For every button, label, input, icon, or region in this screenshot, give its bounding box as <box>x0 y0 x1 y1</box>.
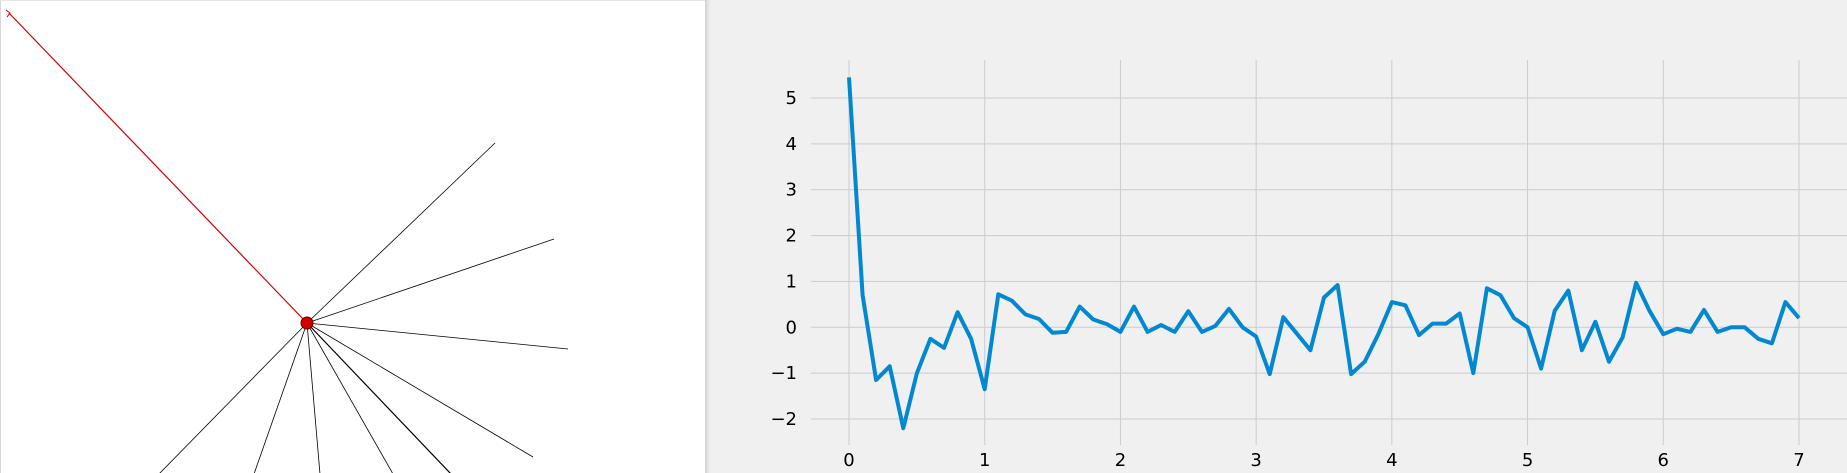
x-tick-label: 6 <box>1658 450 1669 471</box>
ray <box>306 322 393 473</box>
series-line <box>847 77 1801 431</box>
ray <box>253 322 308 473</box>
tether-end-icon <box>5 9 11 18</box>
y-tick-label: 1 <box>786 271 797 292</box>
y-tick-label: 4 <box>786 134 797 155</box>
chart-series <box>847 77 1801 431</box>
plot-panel: −2 −1 0 1 2 3 4 5 0 1 2 3 4 5 6 7 <box>711 0 1847 473</box>
ray <box>159 322 308 473</box>
y-tick-label: 2 <box>786 226 797 247</box>
ray-fan <box>159 142 569 473</box>
x-tick-label: 3 <box>1250 450 1261 471</box>
x-tick-label: 4 <box>1386 450 1397 471</box>
y-tick-label: 0 <box>786 317 797 338</box>
x-axis-ticks: 0 1 2 3 4 5 6 7 <box>843 450 1804 471</box>
y-tick-label: −1 <box>770 363 797 384</box>
ray <box>306 238 555 324</box>
y-tick-label: 3 <box>786 180 797 201</box>
ray <box>306 322 569 350</box>
ray <box>306 322 451 473</box>
anchor-point[interactable] <box>300 316 314 330</box>
line-chart: −2 −1 0 1 2 3 4 5 0 1 2 3 4 5 6 7 <box>770 60 1847 471</box>
y-axis-ticks: −2 −1 0 1 2 3 4 5 <box>770 88 797 430</box>
ray <box>306 142 496 324</box>
x-tick-label: 0 <box>843 450 854 471</box>
x-tick-label: 1 <box>979 450 990 471</box>
chart-grid <box>811 60 1847 445</box>
y-tick-label: −2 <box>770 409 797 430</box>
y-tick-label: 5 <box>786 88 797 109</box>
x-tick-label: 2 <box>1115 450 1126 471</box>
tether-line <box>8 12 306 322</box>
ray <box>306 322 534 458</box>
scene-canvas[interactable] <box>1 1 705 473</box>
x-tick-label: 5 <box>1522 450 1533 471</box>
scene-viewport[interactable] <box>0 0 705 473</box>
ray <box>306 322 321 473</box>
panel-splitter[interactable] <box>705 0 711 473</box>
x-tick-label: 7 <box>1793 450 1804 471</box>
